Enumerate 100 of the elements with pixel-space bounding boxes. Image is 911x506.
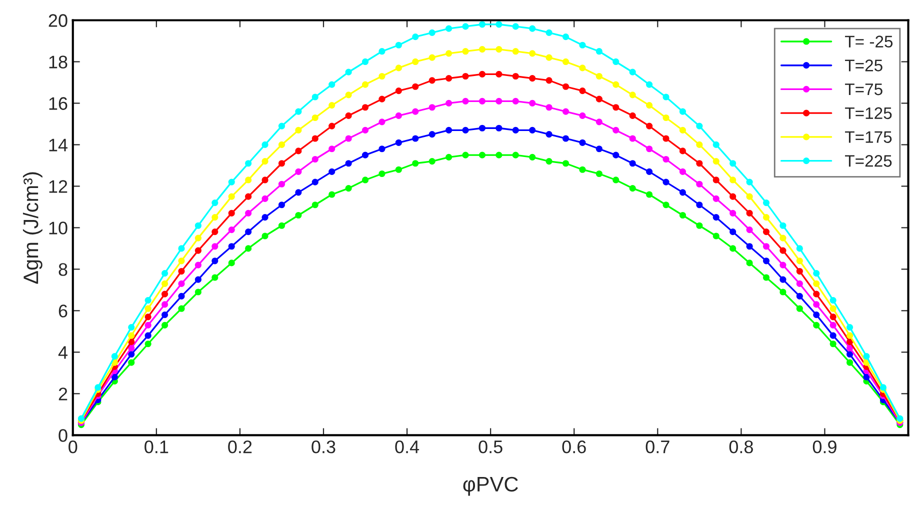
point [362,152,369,158]
point [596,72,602,80]
point [178,245,185,252]
point [262,176,268,184]
point [345,68,352,76]
point [262,232,268,240]
point [245,210,252,216]
point [362,81,369,88]
point [128,359,135,366]
point [212,228,218,236]
point [228,193,235,200]
point [546,131,552,138]
point [295,126,302,134]
point [612,176,620,184]
point [596,48,602,55]
point [846,344,854,352]
point [328,102,336,109]
point [278,141,286,148]
legend-label: T=125 [845,107,892,120]
point [194,222,202,229]
point [529,75,536,82]
point [730,160,736,167]
point [796,268,803,275]
point [295,168,302,175]
point [562,34,570,40]
point [144,305,152,312]
point [662,114,670,122]
x-tick-label: 0.2 [228,440,252,454]
point [496,152,502,158]
point [245,193,252,200]
point [328,146,336,152]
point [496,70,502,78]
point [462,98,469,104]
point [412,135,419,142]
point [161,280,168,288]
point [612,152,620,158]
point [846,324,854,331]
y-tick-label: 18 [49,56,68,68]
point [662,178,670,186]
point [813,270,820,277]
point [696,122,703,130]
point [161,270,168,277]
point [712,232,720,240]
point [846,359,854,366]
point [679,126,686,134]
point [245,245,252,252]
point [395,139,402,146]
point [446,126,452,134]
point [278,202,286,208]
point [245,176,252,184]
point [830,297,836,304]
point [629,160,636,167]
point [796,258,803,264]
point [212,214,218,221]
point [228,243,235,250]
point [512,126,519,134]
point [345,112,352,119]
point [780,262,786,268]
y-tick-label: 6 [58,304,68,318]
point [312,178,318,186]
point [596,146,602,152]
point [696,202,703,208]
point [746,178,753,186]
point [262,195,268,202]
y-tick-label: 4 [58,346,68,359]
point [512,48,519,55]
point [312,114,318,122]
point [780,276,786,283]
point [696,222,703,229]
point [228,210,235,216]
point [796,245,803,252]
x-tick-label: 0.9 [812,440,836,454]
point [562,83,570,90]
point [562,135,570,142]
point [780,222,786,229]
point [295,212,302,219]
point [546,29,552,36]
point [546,54,552,61]
point [730,210,736,216]
point [813,312,820,318]
point [194,276,202,283]
x-tick-label: 0.6 [562,440,586,454]
point [712,158,720,165]
point [161,301,168,308]
point [378,170,386,178]
point [245,160,252,167]
point [446,154,452,160]
point [846,350,854,358]
point [245,228,252,236]
point [428,29,436,36]
point [579,64,586,72]
point [194,288,202,296]
point [863,374,870,380]
point [278,222,286,229]
point [278,160,286,167]
point [194,247,202,254]
y-tick-label: 10 [49,222,68,234]
point [428,54,436,61]
point [144,314,152,320]
point [496,98,502,104]
